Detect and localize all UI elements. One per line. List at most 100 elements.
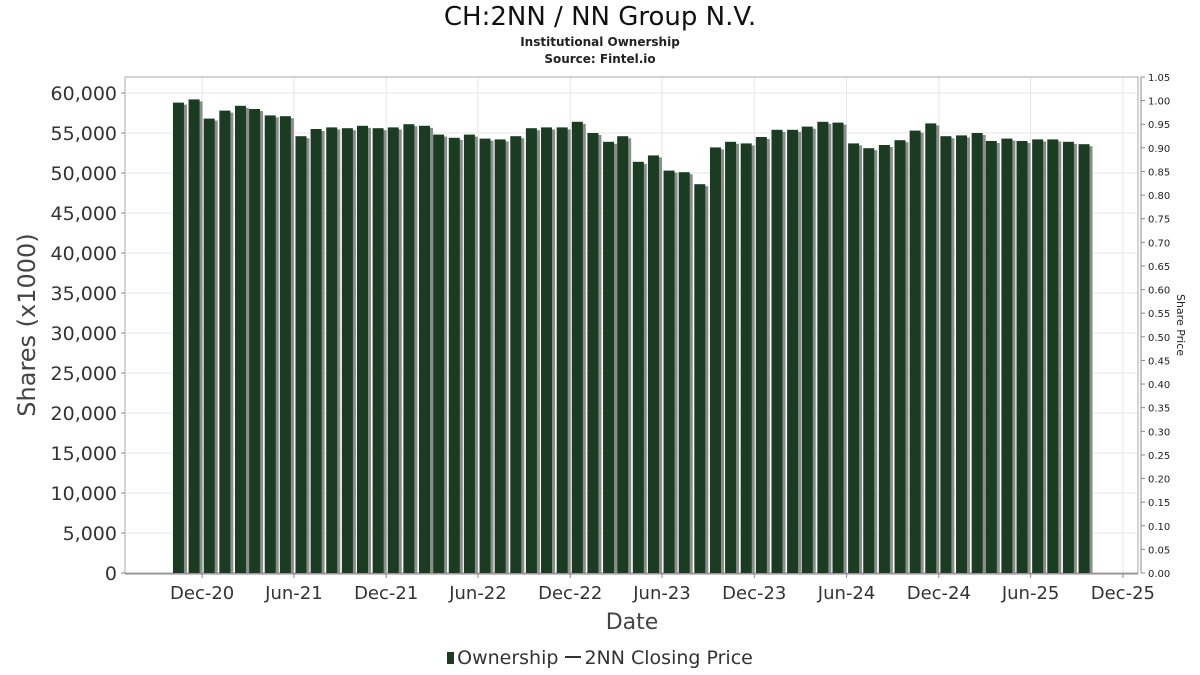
ownership-bar [863,148,875,573]
ownership-bar [234,105,246,574]
legend-ownership-label: Ownership [457,647,559,669]
x-tick-label: Dec-24 [907,583,971,604]
x-tick-label: Dec-25 [1091,583,1155,604]
ownership-bar [832,122,844,573]
legend: Ownership 2NN Closing Price [0,647,1200,669]
ownership-bar [541,127,553,574]
ownership-bar [341,128,353,573]
x-tick-label: Dec-21 [354,583,418,604]
y2-tick-label: 0.70 [1148,238,1170,249]
ownership-bar [403,124,415,573]
ownership-bar [587,133,599,573]
x-tick-label: Dec-20 [170,583,234,604]
x-tick-label: Jun-22 [448,583,507,604]
chart-subtitle: Institutional Ownership [520,35,680,49]
ownership-bar [419,125,431,574]
ownership-bar [771,129,783,574]
ownership-bar [1032,139,1044,573]
legend-price-label: 2NN Closing Price [584,647,753,669]
ownership-bar [310,129,322,573]
ownership-bar [801,126,813,573]
ownership-bar [356,125,368,574]
ownership-bar [725,141,737,574]
y2-tick-label: 0.80 [1148,191,1170,202]
ownership-bar [709,147,721,573]
y-tick-label: 10,000 [51,483,117,505]
y-tick-label: 15,000 [51,443,117,465]
y2-tick-label: 1.05 [1148,73,1170,84]
y-tick-label: 25,000 [51,363,117,385]
ownership-bar [925,123,937,574]
ownership-bar [433,134,445,573]
ownership-bar [632,161,644,574]
ownership-bar [663,170,675,573]
x-tick-label: Jun-23 [632,583,691,604]
y2-axis-label: Share Price [1174,294,1187,356]
y2-tick-label: 0.85 [1148,167,1170,178]
y2-tick-label: 0.90 [1148,144,1170,155]
ownership-bar [279,116,291,573]
ownership-bar [740,143,752,573]
bars [172,99,1093,574]
ownership-bar [571,121,583,574]
ownership-bar [219,110,231,573]
ownership-bar [971,133,983,573]
ownership-bar [1047,139,1059,573]
ownership-bar [1001,138,1013,573]
y-axis-label: Shares (x1000) [13,233,41,416]
y2-tick-label: 0.10 [1148,522,1170,533]
ownership-bar [848,143,860,573]
x-tick-label: Jun-24 [817,583,876,604]
y-tick-label: 60,000 [51,83,117,105]
ownership-bar [510,136,522,573]
ownership-bar [617,136,629,573]
ownership-bar [372,128,384,573]
ownership-bar [326,127,338,574]
ownership-bar [203,118,215,573]
ownership-bar [249,109,261,573]
ownership-bar [909,130,921,573]
x-tick-label: Dec-23 [722,583,786,604]
y2-tick-label: 0.95 [1148,120,1170,131]
ownership-bar [172,102,184,573]
y2-tick-label: 0.60 [1148,286,1170,297]
ownership-bar [1016,141,1028,573]
y2-tick-label: 0.30 [1148,427,1170,438]
chart-title: CH:2NN / NN Group N.V. [443,2,757,32]
y-tick-label: 40,000 [51,243,117,265]
y2-tick-label: 0.50 [1148,333,1170,344]
ownership-bar [463,134,475,573]
y2-tick-label: 0.55 [1148,309,1170,320]
ownership-bar [556,127,568,574]
ownership-bar [985,141,997,573]
ownership-bar [387,127,399,574]
x-tick-label: Jun-25 [1001,583,1060,604]
ownership-swatch-icon [447,652,455,664]
ownership-bar [894,140,906,573]
y-tick-label: 30,000 [51,323,117,345]
x-tick-label: Jun-21 [264,583,323,604]
ownership-bar [787,129,799,574]
y2-tick-label: 0.20 [1148,475,1170,486]
chart-source: Source: Fintel.io [544,52,656,66]
ownership-bar [525,128,537,573]
ownership-bar [1078,144,1090,573]
ownership-bar [817,121,829,574]
ownership-bar [264,115,276,574]
ownership-bar [479,138,491,573]
x-axis-label: Date [606,610,659,635]
ownership-bar [494,139,506,573]
ownership-bar [647,155,659,573]
y-tick-label: 20,000 [51,403,117,425]
axes: 0 5,000 10,000 15,000 20,000 25,000 30,000 35,0… [51,73,1171,604]
y-tick-label: 50,000 [51,163,117,185]
y2-tick-label: 0.15 [1148,498,1170,509]
y-tick-label: 55,000 [51,123,117,145]
y2-tick-label: 0.25 [1148,451,1170,462]
y2-tick-label: 0.45 [1148,356,1170,367]
y-tick-label: 35,000 [51,283,117,305]
y2-tick-label: 1.00 [1148,97,1170,108]
plot-area [124,76,1139,574]
x-tick-label: Dec-22 [538,583,602,604]
